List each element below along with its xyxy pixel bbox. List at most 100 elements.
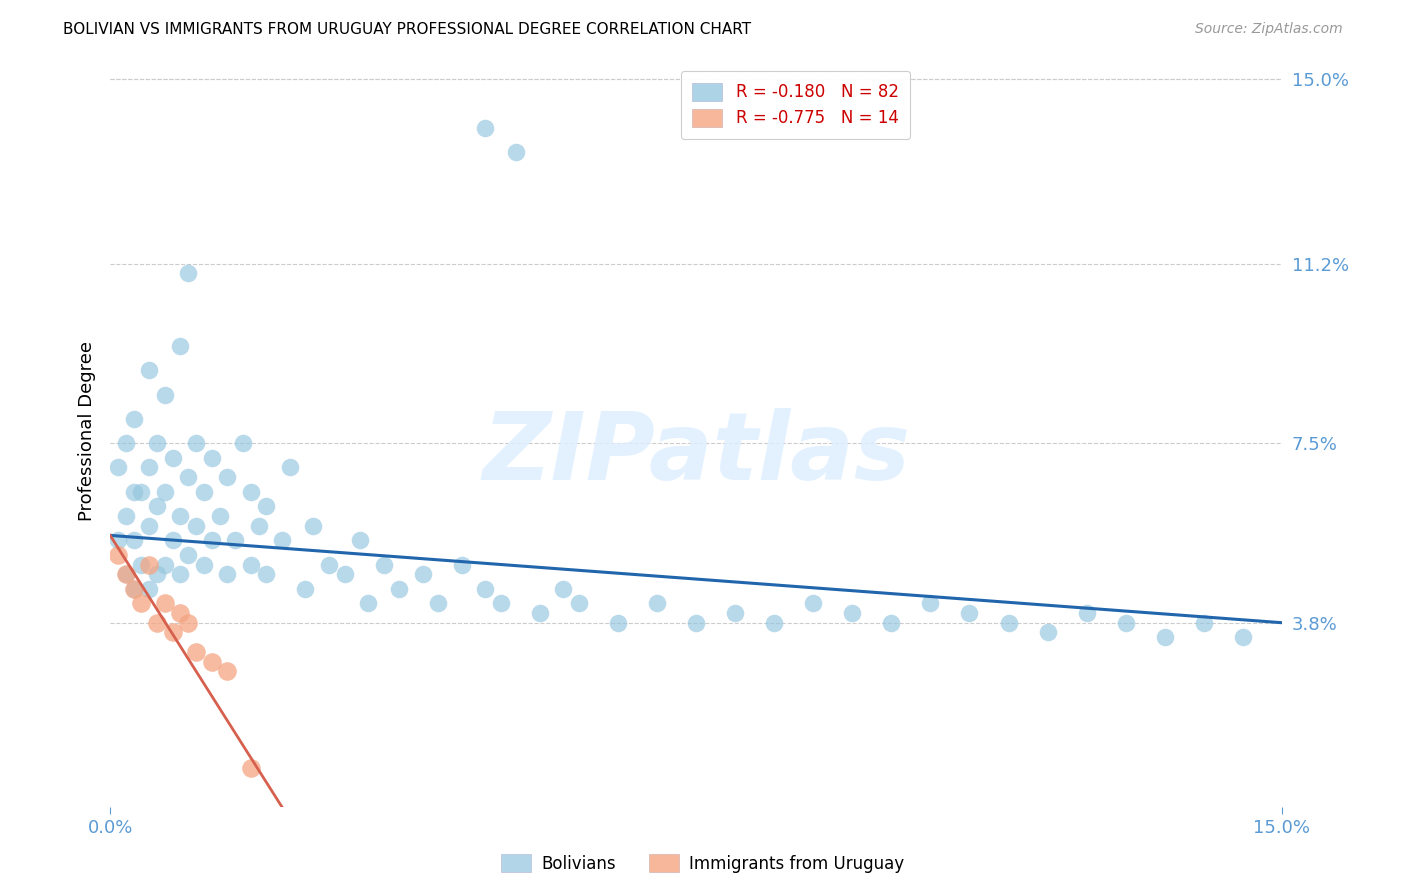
Point [217, 664, 239, 678]
Point [138, 460, 160, 475]
Point [685, 615, 707, 630]
Point [146, 436, 169, 450]
Point [450, 558, 472, 572]
Point [333, 567, 356, 582]
Point [1153, 630, 1175, 644]
Point [177, 548, 200, 562]
Point [412, 567, 434, 582]
Point [153, 484, 176, 499]
Point [169, 567, 191, 582]
Point [607, 615, 630, 630]
Point [146, 500, 169, 514]
Point [122, 533, 145, 548]
Point [239, 558, 262, 572]
Point [162, 450, 184, 465]
Point [271, 533, 294, 548]
Point [763, 615, 786, 630]
Point [1115, 615, 1137, 630]
Point [146, 567, 169, 582]
Point [138, 518, 160, 533]
Point [162, 625, 184, 640]
Point [474, 582, 496, 596]
Point [357, 596, 380, 610]
Point [474, 120, 496, 135]
Point [201, 533, 224, 548]
Text: Source: ZipAtlas.com: Source: ZipAtlas.com [1195, 22, 1343, 37]
Point [841, 606, 863, 620]
Point [997, 615, 1019, 630]
Point [302, 518, 325, 533]
Point [131, 596, 153, 610]
Point [208, 508, 231, 523]
Point [138, 582, 160, 596]
Point [169, 606, 191, 620]
Point [1192, 615, 1215, 630]
Point [239, 761, 262, 775]
Point [294, 582, 316, 596]
Point [138, 363, 160, 377]
Point [224, 533, 246, 548]
Point [162, 533, 184, 548]
Point [349, 533, 371, 548]
Point [114, 567, 136, 582]
Point [505, 145, 527, 160]
Point [880, 615, 903, 630]
Y-axis label: Professional Degree: Professional Degree [79, 341, 96, 521]
Point [239, 484, 262, 499]
Point [217, 567, 239, 582]
Point [177, 615, 200, 630]
Point [1232, 630, 1254, 644]
Point [122, 582, 145, 596]
Point [278, 460, 301, 475]
Text: ZIPatlas: ZIPatlas [482, 408, 910, 500]
Point [122, 582, 145, 596]
Point [217, 470, 239, 484]
Point [184, 436, 207, 450]
Point [529, 606, 551, 620]
Point [254, 500, 277, 514]
Point [114, 567, 136, 582]
Point [184, 518, 207, 533]
Point [177, 470, 200, 484]
Point [232, 436, 254, 450]
Point [114, 436, 136, 450]
Point [427, 596, 450, 610]
Point [169, 339, 191, 353]
Point [645, 596, 668, 610]
Legend: Bolivians, Immigrants from Uruguay: Bolivians, Immigrants from Uruguay [495, 847, 911, 880]
Point [1036, 625, 1059, 640]
Point [153, 388, 176, 402]
Point [114, 508, 136, 523]
Point [388, 582, 411, 596]
Point [122, 484, 145, 499]
Point [254, 567, 277, 582]
Point [193, 484, 215, 499]
Point [489, 596, 512, 610]
Point [247, 518, 270, 533]
Point [553, 582, 575, 596]
Point [107, 460, 129, 475]
Point [169, 508, 191, 523]
Point [107, 548, 129, 562]
Point [153, 558, 176, 572]
Point [122, 412, 145, 426]
Point [920, 596, 942, 610]
Point [107, 533, 129, 548]
Point [724, 606, 747, 620]
Point [131, 558, 153, 572]
Point [201, 450, 224, 465]
Text: BOLIVIAN VS IMMIGRANTS FROM URUGUAY PROFESSIONAL DEGREE CORRELATION CHART: BOLIVIAN VS IMMIGRANTS FROM URUGUAY PROF… [63, 22, 751, 37]
Point [131, 484, 153, 499]
Point [153, 596, 176, 610]
Point [1076, 606, 1098, 620]
Point [146, 615, 169, 630]
Point [373, 558, 395, 572]
Point [138, 558, 160, 572]
Point [959, 606, 981, 620]
Point [184, 645, 207, 659]
Point [801, 596, 824, 610]
Point [177, 267, 200, 281]
Point [568, 596, 591, 610]
Legend: R = -0.180   N = 82, R = -0.775   N = 14: R = -0.180 N = 82, R = -0.775 N = 14 [681, 71, 910, 139]
Point [318, 558, 340, 572]
